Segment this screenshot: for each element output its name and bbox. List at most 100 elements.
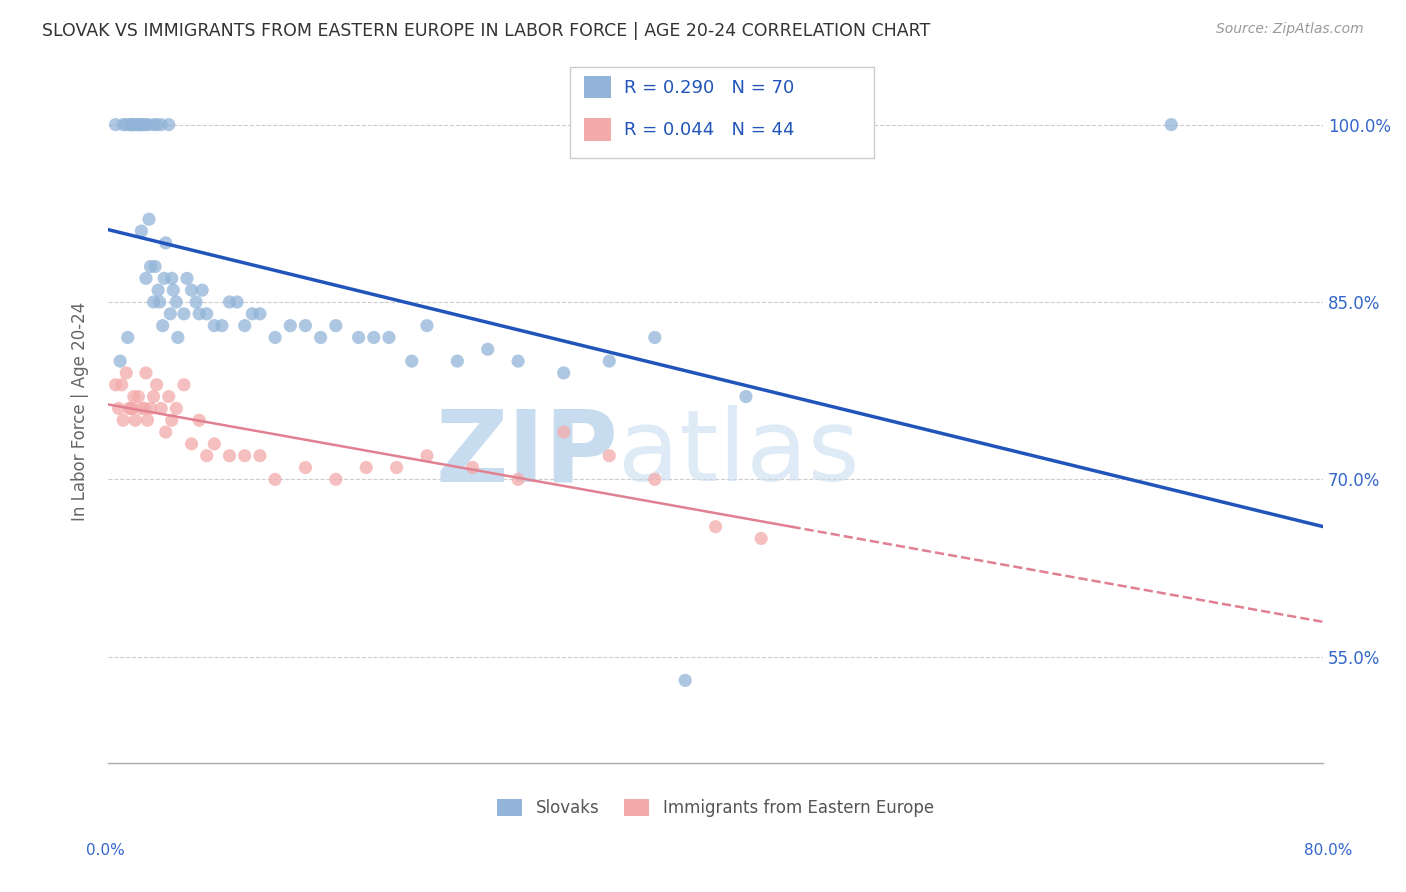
Point	[506, 354, 529, 368]
Point	[325, 318, 347, 333]
Point	[354, 460, 377, 475]
Point	[121, 401, 143, 416]
Point	[121, 118, 143, 132]
Point	[155, 235, 177, 250]
Point	[202, 318, 225, 333]
Point	[191, 283, 214, 297]
Point	[598, 449, 620, 463]
Point	[233, 318, 256, 333]
Point	[155, 425, 177, 439]
Text: SLOVAK VS IMMIGRANTS FROM EASTERN EUROPE IN LABOR FORCE | AGE 20-24 CORRELATION : SLOVAK VS IMMIGRANTS FROM EASTERN EUROPE…	[42, 22, 931, 40]
Point	[294, 460, 316, 475]
Point	[249, 449, 271, 463]
Point	[644, 330, 666, 344]
Point	[211, 318, 233, 333]
Point	[142, 295, 165, 310]
Point	[149, 295, 172, 310]
Point	[136, 413, 159, 427]
Point	[135, 366, 157, 380]
Point	[122, 390, 145, 404]
Point	[157, 390, 180, 404]
Point	[145, 118, 167, 132]
Point	[160, 271, 183, 285]
Text: R = 0.044   N = 44: R = 0.044 N = 44	[624, 121, 794, 139]
Point	[111, 377, 134, 392]
Point	[218, 449, 240, 463]
Point	[176, 271, 198, 285]
Text: ZIP: ZIP	[436, 405, 619, 502]
Point	[159, 307, 181, 321]
Text: atlas: atlas	[619, 405, 860, 502]
Point	[160, 413, 183, 427]
Point	[385, 460, 408, 475]
Point	[401, 354, 423, 368]
Point	[378, 330, 401, 344]
Point	[309, 330, 332, 344]
Point	[153, 271, 176, 285]
Point	[135, 271, 157, 285]
Point	[249, 307, 271, 321]
Point	[131, 401, 153, 416]
Point	[165, 295, 187, 310]
Point	[115, 118, 138, 132]
Point	[264, 472, 287, 486]
Point	[139, 401, 162, 416]
Point	[180, 283, 202, 297]
Point	[477, 343, 499, 357]
Point	[195, 449, 218, 463]
Point	[226, 295, 249, 310]
Point	[188, 413, 211, 427]
Point	[150, 401, 173, 416]
Point	[553, 425, 575, 439]
Legend: Slovaks, Immigrants from Eastern Europe: Slovaks, Immigrants from Eastern Europe	[489, 790, 942, 825]
Text: 80.0%: 80.0%	[1305, 843, 1353, 858]
Point	[115, 366, 138, 380]
Point	[117, 330, 139, 344]
Point	[132, 118, 155, 132]
Point	[180, 437, 202, 451]
Point	[188, 307, 211, 321]
Point	[644, 472, 666, 486]
Point	[264, 330, 287, 344]
Point	[157, 118, 180, 132]
Point	[124, 118, 146, 132]
Point	[240, 307, 263, 321]
Point	[124, 413, 146, 427]
Text: Source: ZipAtlas.com: Source: ZipAtlas.com	[1216, 22, 1364, 37]
Point	[104, 377, 127, 392]
Point	[704, 519, 727, 533]
Point	[416, 449, 439, 463]
Point	[138, 212, 160, 227]
Point	[233, 449, 256, 463]
Point	[131, 224, 153, 238]
Point	[195, 307, 218, 321]
Point	[325, 472, 347, 486]
Text: 0.0%: 0.0%	[86, 843, 125, 858]
Bar	[585, 118, 612, 141]
Point	[278, 318, 301, 333]
Point	[120, 401, 142, 416]
Point	[118, 401, 141, 416]
Point	[553, 366, 575, 380]
Point	[143, 260, 166, 274]
Point	[735, 390, 758, 404]
Point	[202, 437, 225, 451]
Point	[131, 118, 153, 132]
Point	[1160, 118, 1182, 132]
Point	[145, 377, 167, 392]
Point	[218, 295, 240, 310]
Point	[184, 295, 207, 310]
Point	[128, 118, 150, 132]
Bar	[585, 76, 612, 98]
Point	[461, 460, 484, 475]
Point	[136, 118, 159, 132]
Point	[107, 401, 129, 416]
FancyBboxPatch shape	[569, 67, 873, 158]
Point	[506, 472, 529, 486]
Text: R = 0.290   N = 70: R = 0.290 N = 70	[624, 78, 794, 96]
Point	[127, 118, 149, 132]
Point	[152, 318, 174, 333]
Point	[598, 354, 620, 368]
Point	[120, 118, 142, 132]
Point	[146, 283, 169, 297]
